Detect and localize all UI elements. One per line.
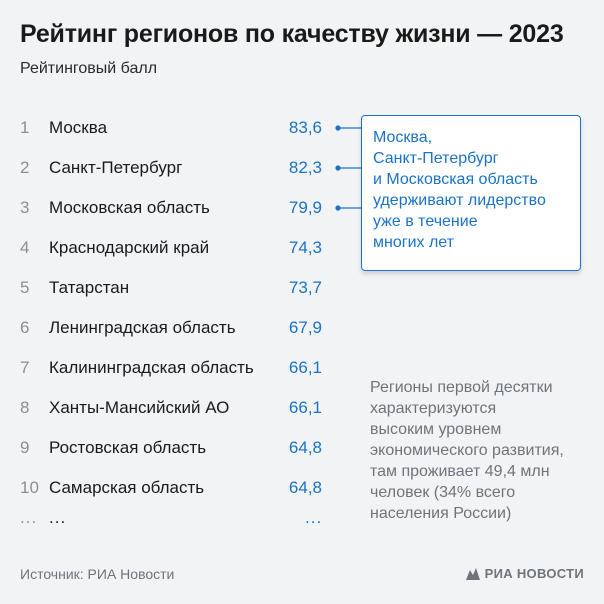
source-text: Источник: РИА Новости [20, 566, 175, 582]
region-name: Ростовская область [49, 438, 207, 457]
rating-value: 64,8 [288, 438, 322, 457]
table-row: 9 Ростовская область 64,8 [0, 428, 340, 468]
region-name: Москва [49, 118, 108, 137]
table-row: 10 Самарская область 64,8 [0, 468, 340, 508]
rating-value: 74,3 [288, 238, 322, 257]
region-name: Ханты-Мансийский АО [49, 398, 230, 417]
callout-box: Москва, Санкт-Петербург и Московская обл… [361, 115, 581, 271]
table-row: 1 Москва 83,6 [0, 108, 340, 148]
region-name: Ленинградская область [49, 318, 236, 337]
rank-label: 10 [20, 478, 39, 497]
table-row: 5 Татарстан 73,7 [0, 268, 340, 308]
ria-logo: РИА НОВОСТИ [465, 566, 584, 581]
rank-label: 9 [20, 438, 30, 457]
region-name: Самарская область [49, 478, 205, 497]
rating-value: 66,1 [288, 358, 322, 377]
rating-value: 79,9 [288, 198, 322, 217]
region-name: Московская область [49, 198, 210, 217]
callout-text: Москва, Санкт-Петербург и Московская обл… [373, 129, 546, 251]
ria-logo-icon [465, 567, 480, 580]
rating-value: 82,3 [288, 158, 322, 177]
rank-label: 1 [20, 118, 30, 137]
logo-text: РИА НОВОСТИ [484, 566, 584, 581]
rating-value: 66,1 [288, 398, 322, 417]
rating-value: 64,8 [288, 478, 322, 497]
rating-value: 73,7 [288, 278, 322, 297]
table-row: 6 Ленинградская область 67,9 [0, 308, 340, 348]
rank-label: 4 [20, 238, 30, 257]
rank-label: 7 [20, 358, 30, 377]
table-row: 3 Московская область 79,9 [0, 188, 340, 228]
table-row: 2 Санкт-Петербург 82,3 [0, 148, 340, 188]
rank-label: 5 [20, 278, 30, 297]
table-row: 8 Ханты-Мансийский АО 66,1 [0, 388, 340, 428]
rating-value: 83,6 [288, 118, 322, 137]
rank-label: 8 [20, 398, 30, 417]
ellipsis-value: ... [305, 508, 323, 527]
ellipsis-region: ... [49, 508, 67, 527]
rank-label: 2 [20, 158, 30, 177]
note-text: Регионы первой десятки характеризуются в… [370, 379, 564, 522]
region-name: Санкт-Петербург [49, 158, 183, 177]
region-name: Татарстан [49, 278, 130, 297]
page-title: Рейтинг регионов по качеству жизни — 202… [20, 20, 564, 48]
rank-label: 6 [20, 318, 30, 337]
ellipsis-rank: ... [20, 508, 38, 527]
region-name: Краснодарский край [49, 238, 210, 257]
region-name: Калининградская область [49, 358, 254, 377]
table-row: 7 Калининградская область 66,1 [0, 348, 340, 388]
page-subtitle: Рейтинговый балл [20, 60, 158, 77]
rank-label: 3 [20, 198, 30, 217]
rating-value: 67,9 [288, 318, 322, 337]
table-row: 4 Краснодарский край 74,3 [0, 228, 340, 268]
